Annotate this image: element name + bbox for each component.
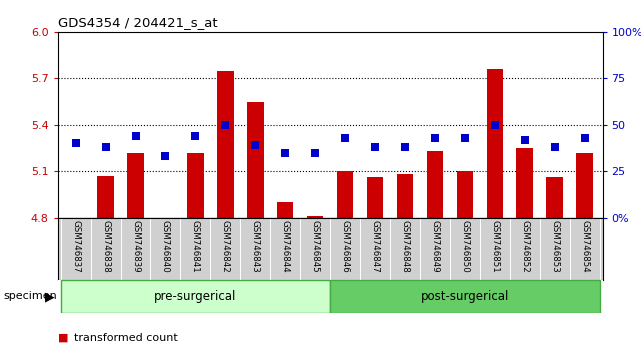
Bar bbox=[367, 177, 383, 218]
Bar bbox=[307, 216, 323, 218]
Bar bbox=[427, 151, 443, 218]
Bar bbox=[277, 202, 294, 218]
Point bbox=[221, 122, 231, 128]
Point bbox=[400, 144, 410, 150]
Bar bbox=[97, 176, 114, 218]
Bar bbox=[456, 171, 473, 218]
Text: transformed count: transformed count bbox=[74, 333, 178, 343]
Text: GSM746850: GSM746850 bbox=[460, 219, 469, 272]
Bar bbox=[128, 153, 144, 218]
Text: GSM746843: GSM746843 bbox=[251, 219, 260, 272]
Text: GSM746840: GSM746840 bbox=[161, 219, 170, 272]
Text: pre-surgerical: pre-surgerical bbox=[154, 290, 237, 303]
Bar bbox=[217, 70, 233, 218]
Text: GSM746842: GSM746842 bbox=[221, 219, 230, 272]
Text: specimen: specimen bbox=[3, 291, 57, 302]
Text: GSM746841: GSM746841 bbox=[191, 219, 200, 272]
Bar bbox=[487, 69, 503, 218]
Bar bbox=[517, 148, 533, 218]
Text: GSM746847: GSM746847 bbox=[370, 219, 379, 272]
Text: GSM746845: GSM746845 bbox=[311, 219, 320, 272]
Point bbox=[310, 150, 320, 155]
Bar bbox=[337, 171, 353, 218]
Point bbox=[101, 144, 111, 150]
Point bbox=[190, 133, 201, 139]
Text: post-surgerical: post-surgerical bbox=[420, 290, 509, 303]
Point bbox=[520, 137, 530, 143]
Point bbox=[370, 144, 380, 150]
Text: GSM746848: GSM746848 bbox=[401, 219, 410, 272]
Point bbox=[549, 144, 560, 150]
Text: GDS4354 / 204421_s_at: GDS4354 / 204421_s_at bbox=[58, 16, 217, 29]
Bar bbox=[576, 153, 593, 218]
Point bbox=[160, 154, 171, 159]
Bar bbox=[187, 153, 204, 218]
Bar bbox=[330, 280, 599, 313]
Text: GSM746853: GSM746853 bbox=[550, 219, 559, 272]
Point bbox=[71, 141, 81, 146]
Point bbox=[280, 150, 290, 155]
Text: GSM746838: GSM746838 bbox=[101, 219, 110, 272]
Text: ■: ■ bbox=[58, 333, 68, 343]
Point bbox=[130, 133, 140, 139]
Text: GSM746844: GSM746844 bbox=[281, 219, 290, 272]
Bar bbox=[397, 175, 413, 218]
Point bbox=[460, 135, 470, 141]
Point bbox=[579, 135, 590, 141]
Text: GSM746854: GSM746854 bbox=[580, 219, 589, 272]
Point bbox=[340, 135, 350, 141]
Text: GSM746846: GSM746846 bbox=[340, 219, 349, 272]
Point bbox=[429, 135, 440, 141]
Text: GSM746839: GSM746839 bbox=[131, 219, 140, 272]
Text: ▶: ▶ bbox=[45, 290, 54, 303]
Bar bbox=[61, 280, 330, 313]
Text: GSM746851: GSM746851 bbox=[490, 219, 499, 272]
Bar bbox=[247, 102, 263, 218]
Text: GSM746837: GSM746837 bbox=[71, 219, 80, 272]
Point bbox=[250, 142, 260, 148]
Bar bbox=[546, 177, 563, 218]
Point bbox=[490, 122, 500, 128]
Text: GSM746849: GSM746849 bbox=[430, 219, 439, 272]
Text: GSM746852: GSM746852 bbox=[520, 219, 529, 272]
